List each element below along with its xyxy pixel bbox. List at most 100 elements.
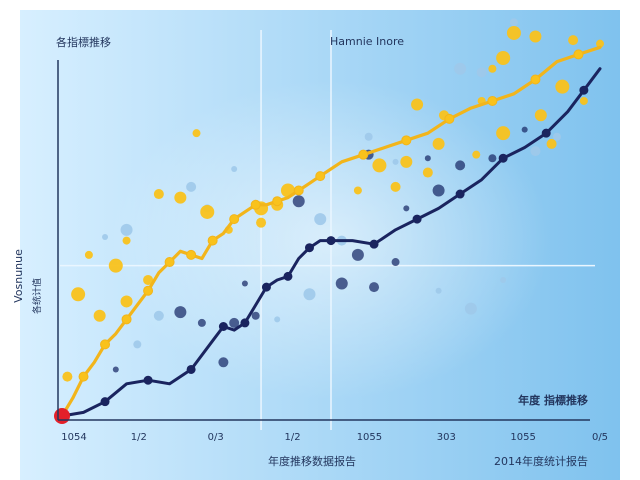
scatter-yellow-point-37: [506, 25, 521, 40]
scatter-yellow-point-7: [390, 181, 401, 192]
x-tick-labels: 1054 1/2 0/3 1/2 1055 303 1055 0/5: [61, 432, 608, 443]
x-tick-label-4: 1055: [357, 432, 382, 443]
scatter-light-point-12: [435, 287, 442, 294]
scatter-yellow-point-32: [579, 96, 588, 105]
scatter-navy-point-5: [335, 277, 348, 290]
series-point-navy-30: [579, 85, 589, 95]
series-point-yellow-36: [573, 49, 584, 60]
scatter-light-point-0: [102, 234, 109, 240]
scatter-navy-point-17: [351, 248, 364, 261]
scatter-light-point-11: [509, 18, 518, 27]
scatter-yellow-point-31: [546, 138, 557, 149]
series-point-yellow-32: [487, 95, 498, 106]
x-axis-label: 年度推移数据报告: [268, 454, 356, 468]
series-point-yellow-18: [250, 199, 261, 210]
scatter-yellow-point-2: [529, 30, 542, 43]
scatter-yellow-point-16: [122, 236, 131, 245]
crosshair-lines: [60, 30, 595, 430]
series-point-yellow-12: [186, 249, 197, 260]
series-point-navy-24: [455, 189, 465, 199]
scatter-yellow-point-22: [93, 309, 106, 322]
series-point-yellow-6: [121, 314, 132, 325]
series-point-navy-26: [498, 153, 508, 163]
scatter-yellow-point-5: [555, 79, 570, 94]
series-point-yellow-8: [143, 285, 154, 296]
scatter-light-point-15: [133, 340, 142, 349]
series-point-yellow-2: [78, 371, 89, 382]
scatter-navy-point-9: [432, 184, 445, 197]
series-point-navy-14: [283, 271, 293, 281]
scatter-navy-point-14: [229, 317, 240, 328]
series-point-yellow-34: [530, 74, 541, 85]
x-tick-label-1: 1/2: [131, 432, 147, 443]
x-tick-label-2: 0/3: [208, 432, 224, 443]
origin-marker: [54, 408, 70, 424]
scatter-light-point-16: [274, 316, 281, 323]
scatter-navy-point-2: [218, 357, 229, 368]
x-tick-label-3: 1/2: [285, 432, 301, 443]
series-point-yellow-26: [358, 149, 369, 160]
scatter-yellow-point-1: [496, 51, 511, 65]
scatter-yellow-point-19: [143, 274, 154, 285]
y-axis-label: Vosnunue: [12, 249, 25, 303]
series-lines: [54, 45, 602, 424]
series-point-yellow-16: [229, 214, 240, 225]
chart-title: Hamnie Inore: [330, 35, 404, 48]
scatter-yellow-point-24: [192, 129, 201, 138]
series-point-yellow-4: [100, 339, 111, 350]
series-line-navy: [60, 67, 602, 418]
scatter-yellow-point-15: [153, 189, 164, 200]
scatter-light-point-19: [552, 132, 561, 141]
scatter-light-point-9: [454, 62, 467, 75]
scatter-light-point-8: [392, 158, 399, 165]
scatter-navy-point-1: [174, 306, 187, 319]
scatter-yellow-point-27: [422, 167, 433, 178]
series-point-yellow-30: [444, 113, 455, 124]
series-point-navy-22: [412, 214, 422, 224]
top-left-label: 各指標推移: [56, 35, 111, 49]
scatter-light-point-14: [153, 310, 164, 321]
scatter-yellow-point-20: [84, 250, 93, 259]
scatter-yellow-point-30: [534, 109, 547, 122]
scatter-navy-point-11: [488, 154, 497, 163]
series-point-navy-6: [186, 364, 196, 374]
series-point-navy-28: [541, 128, 551, 138]
scatter-yellow-point-26: [400, 155, 413, 168]
x-tick-label-0: 1054: [61, 432, 86, 443]
scatter-navy-point-8: [403, 205, 410, 212]
series-point-yellow-28: [401, 135, 412, 146]
scatter-light-point-2: [186, 181, 197, 192]
y-axis-sublabel: 各统计值: [31, 278, 43, 314]
scatter-navy-point-3: [251, 311, 260, 320]
scatter-yellow-point-14: [174, 191, 187, 204]
scatter-light-point-20: [500, 276, 507, 283]
scatter-navy-point-0: [112, 366, 119, 373]
bottom-right-label: 2014年度统计报告: [494, 454, 588, 468]
series-point-yellow-24: [315, 171, 326, 182]
right-note-label: 年度 指標推移: [518, 393, 588, 407]
series-point-yellow-14: [207, 235, 218, 246]
series-point-navy-18: [326, 236, 336, 246]
scatter-navy-point-15: [197, 318, 206, 327]
scatter-navy-point-6: [369, 282, 380, 293]
series-point-yellow-20: [272, 196, 283, 207]
scatter-yellow-point-13: [200, 204, 215, 219]
scatter-light-points: [102, 18, 561, 349]
scatter-yellow-point-28: [472, 150, 481, 159]
scatter-navy-point-13: [292, 195, 305, 208]
scatter-yellow-point-4: [596, 39, 604, 48]
series-point-yellow-10: [164, 257, 175, 268]
axes: [57, 60, 590, 421]
scatter-light-point-18: [530, 146, 541, 157]
scatter-navy-point-7: [391, 258, 400, 267]
series-point-navy-16: [304, 243, 314, 253]
series-point-navy-12: [261, 282, 271, 292]
scatter-yellow-point-29: [496, 126, 511, 141]
scatter-yellow-point-8: [353, 186, 362, 195]
series-point-navy-4: [143, 375, 153, 385]
scatter-light-point-1: [120, 223, 133, 236]
scatter-yellow-point-18: [120, 295, 133, 308]
scatter-navy-point-4: [241, 280, 248, 287]
